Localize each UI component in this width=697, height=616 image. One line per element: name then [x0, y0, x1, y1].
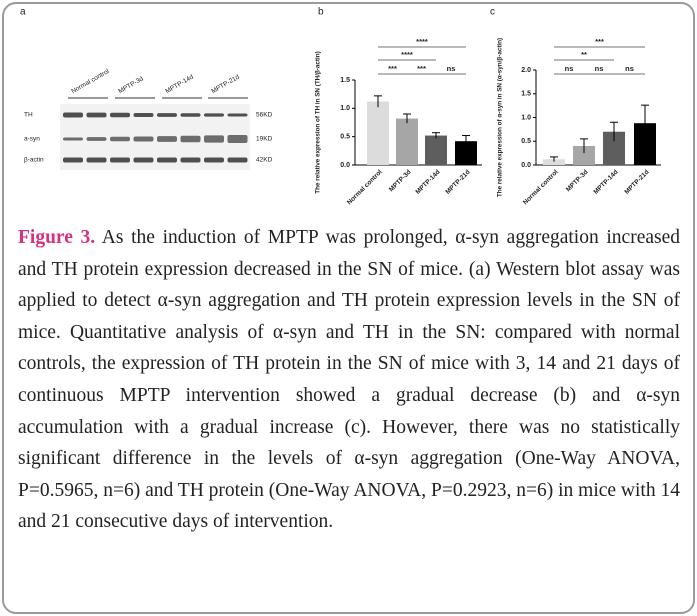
size-label: 56KD — [256, 112, 273, 119]
blot-band — [228, 135, 248, 143]
blot-band — [110, 137, 130, 141]
blot-band — [134, 113, 154, 117]
blot-band — [157, 113, 177, 117]
x-tick-label: Normal control — [346, 169, 384, 207]
blot-band — [204, 135, 224, 142]
row-label: TH — [24, 112, 33, 119]
blot-band — [110, 113, 130, 117]
blot-band — [181, 136, 201, 143]
blot-band — [110, 158, 130, 163]
y-tick-label: 0.0 — [521, 162, 531, 169]
blot-band — [134, 136, 154, 141]
y-tick-label: 1.0 — [521, 114, 531, 121]
blot-band — [157, 136, 177, 142]
lane-label: MPTP-3d — [117, 75, 145, 95]
caption-label: Figure 3. — [18, 227, 95, 248]
blot-band — [228, 158, 248, 163]
significance-label: *** — [595, 37, 604, 46]
y-tick-label: 1.5 — [521, 91, 531, 98]
blot-band — [157, 158, 177, 163]
blot-band — [204, 113, 224, 116]
significance-label: ** — [581, 50, 587, 59]
x-tick-label: MPTP-14d — [592, 169, 619, 196]
blot-band — [63, 113, 83, 118]
size-label: 19KD — [256, 136, 273, 143]
x-tick-label: MPTP-14d — [414, 169, 441, 196]
y-tick-label: 0.0 — [340, 162, 350, 169]
y-axis-label: The relative expression of TH in SN (TH/… — [315, 51, 322, 193]
lane-label: Normal control — [70, 68, 111, 95]
blot-band — [204, 158, 224, 163]
bar — [367, 102, 389, 165]
x-tick-label: MPTP-21d — [623, 169, 650, 196]
blot-band — [134, 158, 154, 163]
row-label: β-actin — [24, 157, 44, 164]
caption-text: As the induction of MPTP was prolonged, … — [18, 227, 680, 532]
significance-label: ns — [447, 64, 456, 73]
bar — [396, 119, 418, 165]
significance-label: *** — [388, 64, 397, 73]
blot-band — [228, 114, 248, 117]
blot-band — [87, 158, 107, 163]
row-label: a-syn — [24, 136, 40, 143]
x-tick-label: MPTP-3d — [565, 169, 590, 194]
significance-label: **** — [401, 50, 413, 59]
y-tick-label: 0.5 — [340, 134, 350, 141]
lane-label: MPTP-14d — [164, 73, 195, 95]
panel-label: a — [20, 7, 26, 18]
significance-label: ns — [565, 64, 574, 73]
x-tick-label: MPTP-3d — [388, 169, 413, 194]
page: a Normal controlMPTP-3dMPTP-14dMPTP-21dT… — [0, 0, 697, 616]
blot-band — [181, 158, 201, 163]
significance-label: **** — [416, 37, 428, 46]
blot-band — [181, 113, 201, 117]
y-axis-label: The relative expression of α-syn in SN (… — [497, 38, 504, 197]
y-tick-label: 1.5 — [340, 77, 350, 84]
blot-band — [87, 137, 107, 141]
significance-label: ns — [595, 64, 604, 73]
bar — [425, 136, 447, 165]
size-label: 42KD — [256, 157, 273, 164]
panel-label: c — [490, 7, 495, 18]
y-tick-label: 0.5 — [521, 138, 531, 145]
y-tick-label: 1.0 — [340, 105, 350, 112]
lane-label: MPTP-21d — [210, 73, 241, 95]
y-tick-label: 2.0 — [521, 67, 531, 74]
caption: Figure 3. As the induction of MPTP was p… — [18, 222, 680, 538]
blot-band — [87, 113, 107, 118]
x-tick-label: Normal control — [522, 169, 560, 207]
blot-band — [63, 158, 83, 163]
panel-label: b — [318, 7, 324, 18]
significance-label: *** — [417, 64, 426, 73]
x-tick-label: MPTP-21d — [444, 169, 471, 196]
blot-band — [63, 138, 83, 141]
significance-label: ns — [625, 64, 634, 73]
